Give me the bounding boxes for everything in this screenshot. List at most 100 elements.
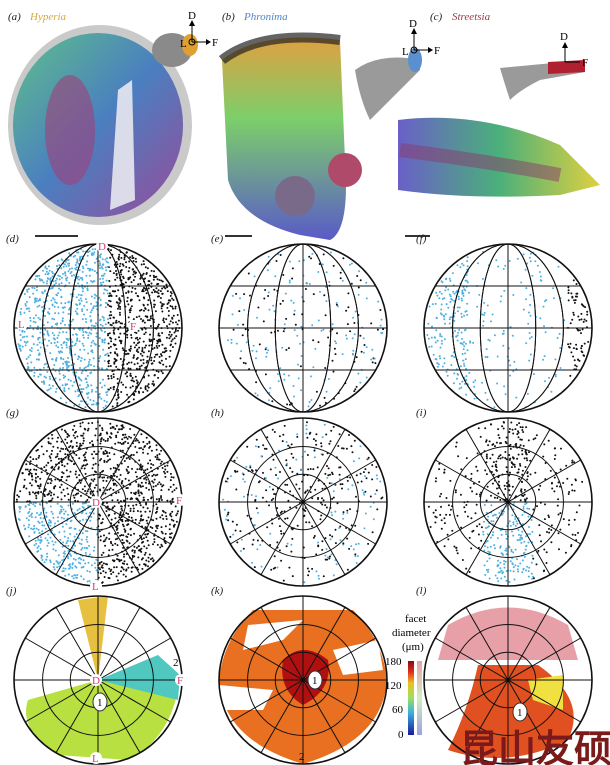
facet-point <box>132 256 135 259</box>
facet-point <box>32 292 35 295</box>
facet-point <box>92 512 95 515</box>
facet-point <box>66 475 69 478</box>
facet-point <box>65 346 68 349</box>
facet-point <box>104 404 107 407</box>
facet-point <box>130 566 133 569</box>
facet-point <box>60 267 63 270</box>
facet-point <box>106 318 109 321</box>
facet-point <box>45 362 48 365</box>
facet-point <box>320 514 323 517</box>
facet-point <box>354 524 357 527</box>
facet-point <box>477 262 479 265</box>
facet-point <box>539 279 542 282</box>
facet-point <box>273 555 276 558</box>
facet-point <box>31 512 33 515</box>
facet-point <box>149 459 152 462</box>
facet-point <box>293 313 296 316</box>
facet-point <box>328 482 331 485</box>
facet-point <box>290 443 293 446</box>
facet-point <box>327 467 330 470</box>
facet-point <box>100 274 103 277</box>
facet-point <box>52 548 55 551</box>
facet-point <box>114 338 117 341</box>
facet-point <box>525 426 528 429</box>
facet-point <box>502 267 505 270</box>
facet-point <box>253 524 256 527</box>
facet-point <box>354 553 357 556</box>
facet-point <box>492 443 495 446</box>
facet-point <box>60 428 63 431</box>
facet-point <box>26 362 29 365</box>
facet-point <box>90 341 93 344</box>
facet-point <box>118 253 121 256</box>
facet-point <box>474 379 477 382</box>
facet-point <box>50 494 52 497</box>
facet-point <box>119 441 122 444</box>
facet-point <box>350 524 353 527</box>
facet-point <box>159 516 162 519</box>
facet-point <box>357 286 360 289</box>
facet-point <box>85 381 88 384</box>
facet-point <box>120 507 123 510</box>
facet-point <box>427 505 430 508</box>
facet-point <box>253 275 256 278</box>
facet-point <box>549 469 552 472</box>
facet-point <box>129 528 132 531</box>
facet-point <box>449 295 452 298</box>
facet-point <box>443 517 446 520</box>
facet-point <box>21 329 24 332</box>
facet-point <box>78 329 81 331</box>
facet-point <box>543 548 546 551</box>
facet-point <box>106 455 109 458</box>
facet-point <box>100 266 103 269</box>
facet-point <box>147 560 150 563</box>
facet-point <box>494 547 496 550</box>
facet-point <box>46 344 49 347</box>
facet-point <box>525 298 527 301</box>
facet-point <box>242 547 245 550</box>
facet-point <box>102 378 104 381</box>
facet-point <box>60 276 63 279</box>
facet-point <box>162 319 165 322</box>
facet-point <box>107 347 110 349</box>
facet-point <box>115 274 118 276</box>
facet-point <box>75 566 78 569</box>
facet-point <box>85 447 88 450</box>
facet-point <box>37 545 40 548</box>
facet-point <box>39 483 42 486</box>
facet-point <box>103 272 106 275</box>
facet-point <box>370 322 373 325</box>
facet-point <box>531 530 534 533</box>
facet-point <box>260 565 263 568</box>
facet-point <box>84 458 87 461</box>
facet-point <box>139 283 142 285</box>
facet-point <box>312 438 315 441</box>
facet-point <box>481 313 484 316</box>
facet-point <box>110 314 113 317</box>
facet-point <box>140 364 143 367</box>
facet-point <box>310 257 312 260</box>
facet-point <box>68 347 71 350</box>
facet-point <box>306 421 308 424</box>
facet-point <box>132 507 135 510</box>
facet-point <box>487 550 490 553</box>
facet-point <box>61 559 64 562</box>
facet-point <box>242 478 245 481</box>
facet-point <box>81 532 84 535</box>
facet-point <box>30 502 33 505</box>
facet-point <box>63 517 65 520</box>
facet-point <box>76 313 79 316</box>
facet-point <box>119 332 122 335</box>
facet-point <box>453 299 456 302</box>
facet-point <box>495 516 498 519</box>
facet-point <box>29 316 32 319</box>
facet-point <box>98 367 101 370</box>
facet-point <box>295 483 298 486</box>
facet-point <box>169 486 172 488</box>
facet-point <box>88 544 90 547</box>
facet-point <box>36 305 39 308</box>
facet-point <box>66 383 69 386</box>
facet-point <box>249 466 252 469</box>
facet-point <box>32 343 35 346</box>
facet-point <box>141 347 144 349</box>
